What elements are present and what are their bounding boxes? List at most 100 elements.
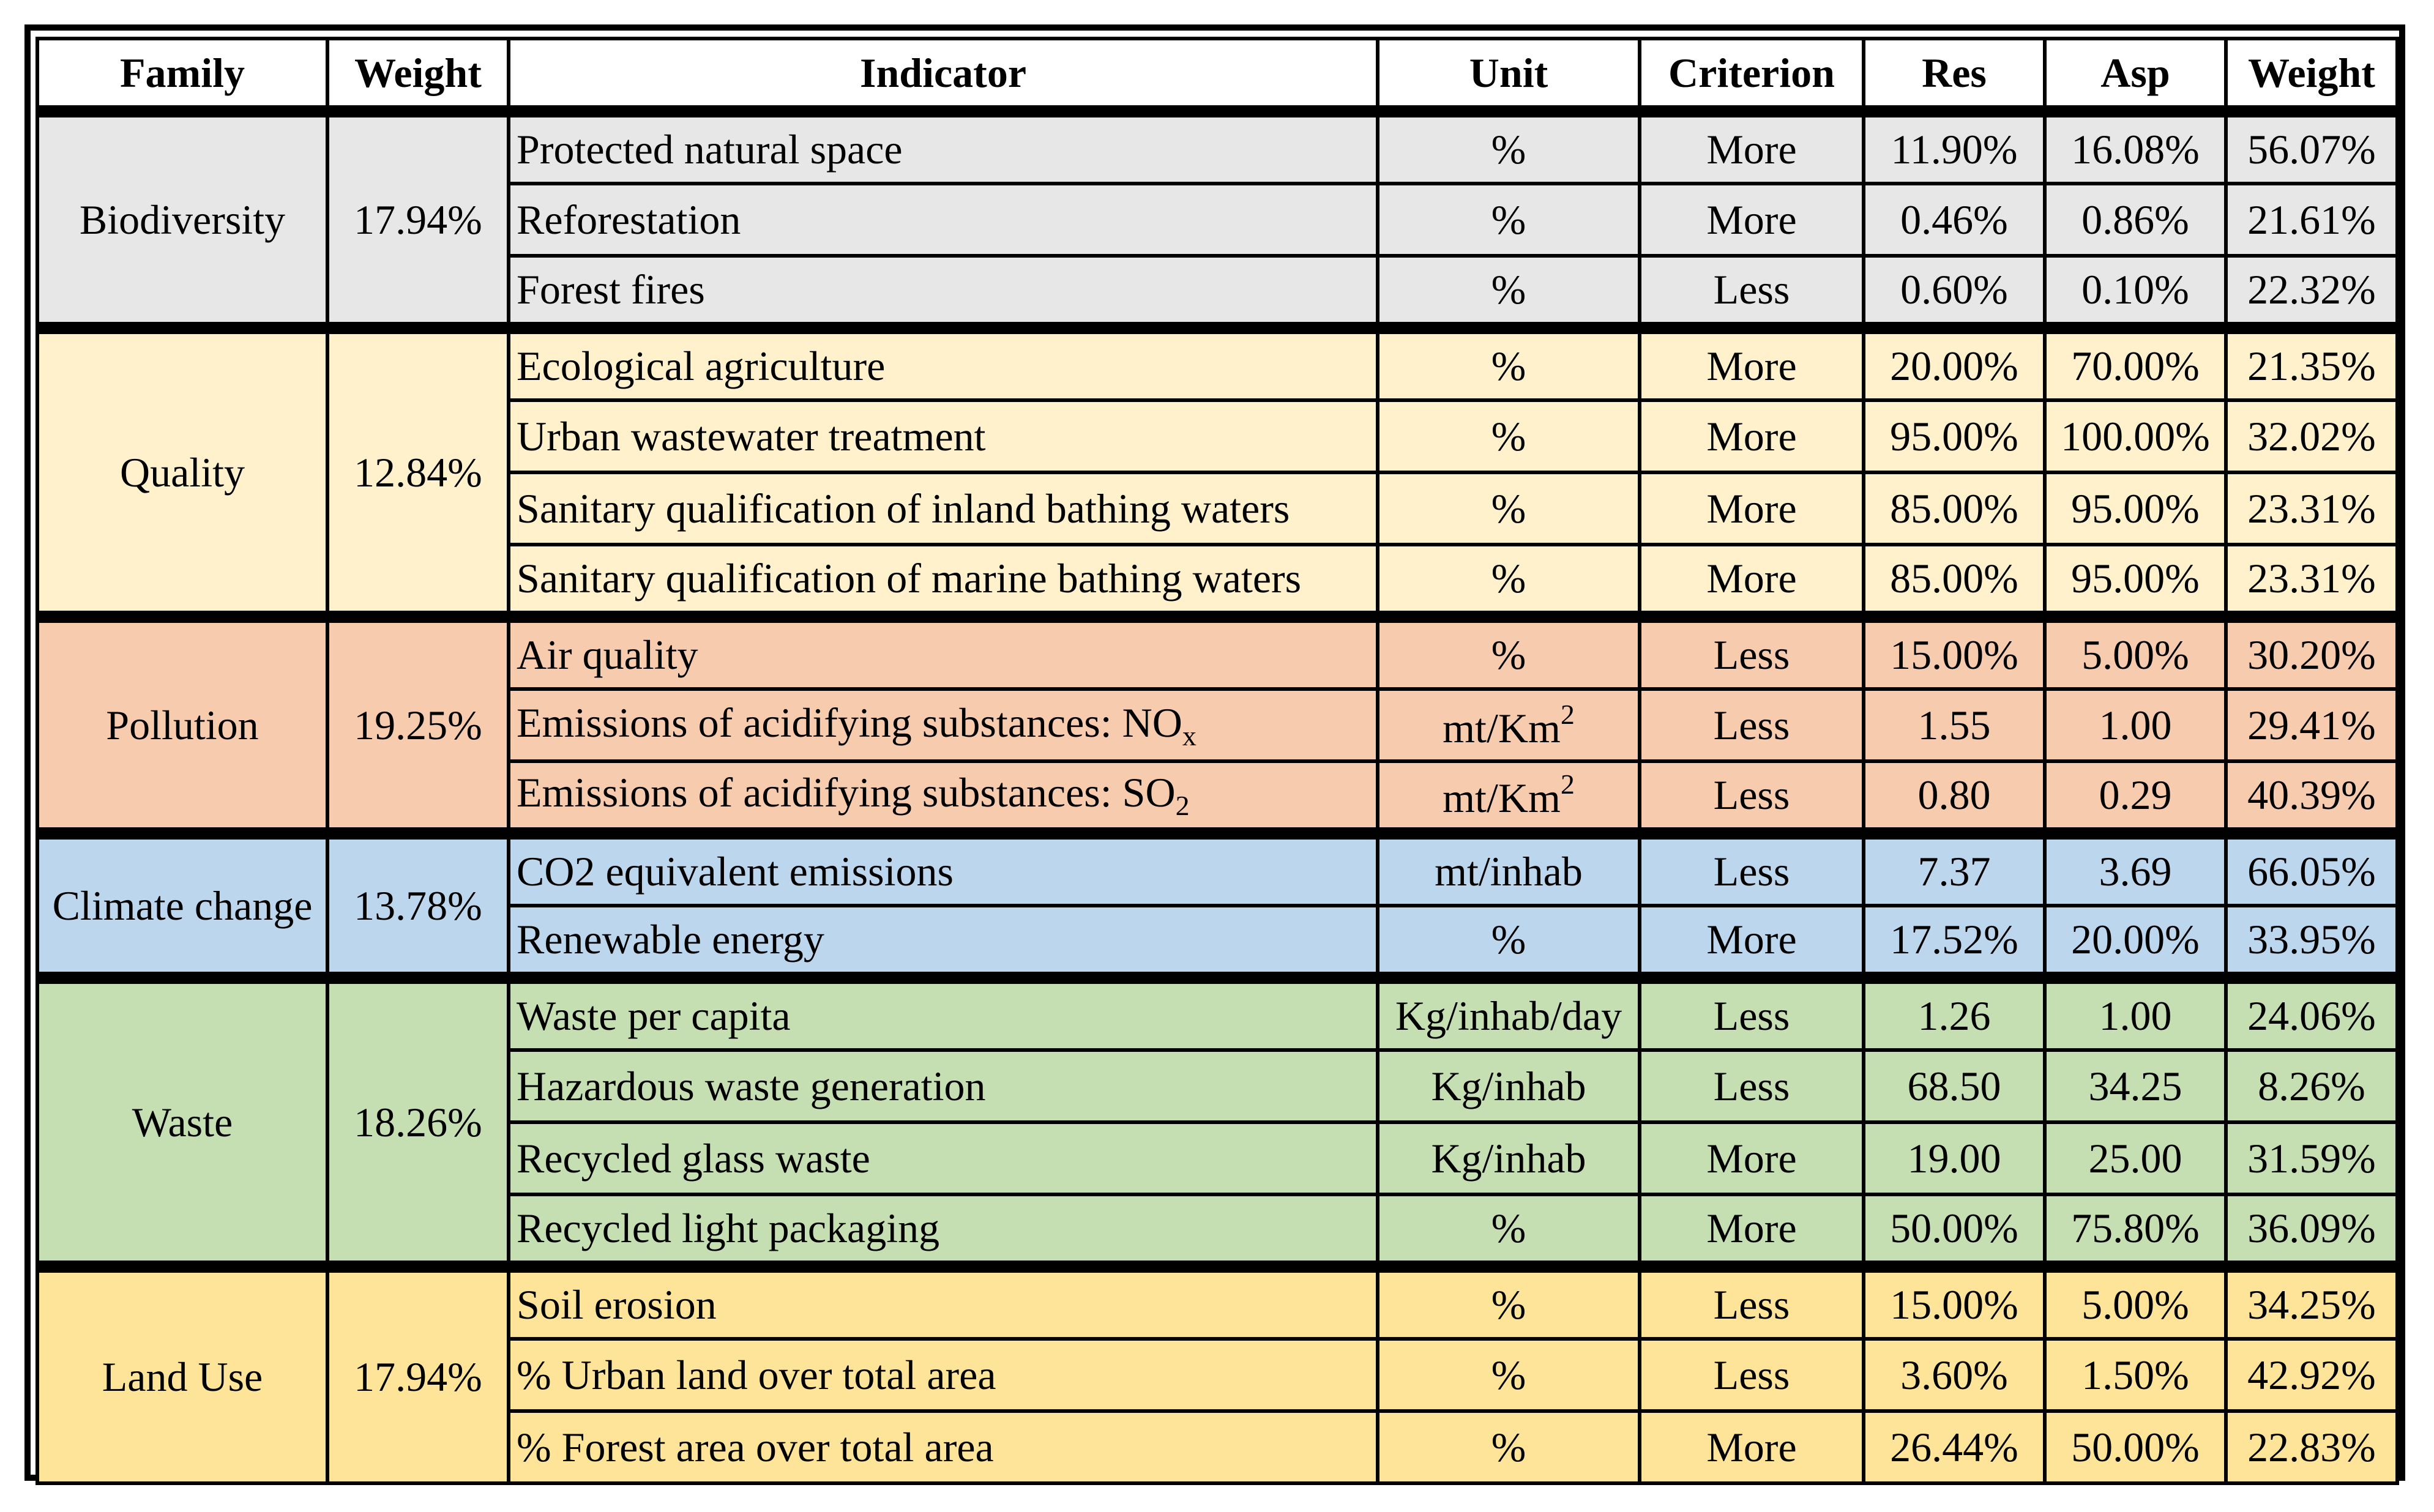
indicator-name: Soil erosion: [507, 1261, 1379, 1341]
family-weight: 12.84%: [326, 322, 510, 619]
superscript-text: 2: [1560, 698, 1575, 730]
unit-cell: %: [1376, 398, 1641, 474]
res-cell: 1.55: [1862, 687, 2047, 763]
criterion-cell: Less: [1638, 1337, 1865, 1413]
unit-cell: mt/Km2: [1376, 759, 1641, 835]
header-indicator-weight: Weight: [2224, 37, 2399, 113]
subscript-text: 2: [1175, 790, 1190, 821]
unit-cell: mt/inhab: [1376, 827, 1641, 907]
criterion-cell: Less: [1638, 687, 1865, 763]
criterion-cell: Less: [1638, 972, 1865, 1052]
unit-cell: %: [1376, 322, 1641, 402]
unit-cell: %: [1376, 182, 1641, 258]
table-row: Sanitary qualification of marine bathing…: [37, 543, 2399, 619]
criterion-cell: Less: [1638, 827, 1865, 907]
unit-cell: %: [1376, 254, 1641, 330]
res-cell: 95.00%: [1862, 398, 2047, 474]
unit-cell: %: [1376, 543, 1641, 619]
unit-text: mt/Km: [1443, 775, 1561, 821]
unit-cell: %: [1376, 904, 1641, 980]
unit-cell: %: [1376, 1409, 1641, 1485]
table-row: Emissions of acidifying substances: SO2 …: [37, 759, 2399, 835]
asp-cell: 1.50%: [2043, 1337, 2228, 1413]
table-row: Forest fires % Less 0.60% 0.10% 22.32%: [37, 254, 2399, 330]
criterion-cell: Less: [1638, 611, 1865, 691]
table-row: Waste 18.26% Waste per capita Kg/inhab/d…: [35, 972, 2399, 1268]
indicator-name: Waste per capita: [507, 972, 1379, 1052]
family-name: Waste: [35, 972, 329, 1268]
table-row: Renewable energy % More 17.52% 20.00% 33…: [37, 904, 2399, 980]
unit-cell: %: [1376, 1337, 1641, 1413]
asp-cell: 95.00%: [2043, 471, 2228, 546]
superscript-text: 2: [1560, 769, 1575, 800]
criterion-cell: Less: [1638, 759, 1865, 835]
family-weight: 19.25%: [326, 611, 510, 835]
res-cell: 15.00%: [1862, 611, 2047, 691]
asp-cell: 5.00%: [2043, 1261, 2228, 1341]
header-unit: Unit: [1376, 37, 1641, 113]
res-cell: 50.00%: [1862, 1193, 2047, 1268]
criterion-cell: Less: [1638, 1261, 1865, 1341]
res-cell: 7.37: [1862, 827, 2047, 907]
weight-cell: 21.61%: [2224, 182, 2399, 258]
asp-cell: 25.00: [2043, 1120, 2228, 1196]
indicator-name: Protected natural space: [507, 105, 1379, 185]
res-cell: 0.60%: [1862, 254, 2047, 330]
table-row: Hazardous waste generation Kg/inhab Less…: [37, 1048, 2399, 1124]
indicator-name: Forest fires: [507, 254, 1379, 330]
res-cell: 20.00%: [1862, 322, 2047, 402]
res-cell: 17.52%: [1862, 904, 2047, 980]
subscript-text: x: [1182, 720, 1196, 751]
weight-cell: 8.26%: [2224, 1048, 2399, 1124]
table-row: Reforestation % More 0.46% 0.86% 21.61%: [37, 182, 2399, 258]
unit-cell: Kg/inhab: [1376, 1048, 1641, 1124]
family-name: Biodiversity: [35, 105, 329, 330]
weight-cell: 23.31%: [2224, 471, 2399, 546]
criterion-cell: More: [1638, 1409, 1865, 1485]
family-weight: 17.94%: [326, 105, 510, 330]
asp-cell: 75.80%: [2043, 1193, 2228, 1268]
unit-cell: %: [1376, 1261, 1641, 1341]
criterion-cell: More: [1638, 543, 1865, 619]
weight-cell: 56.07%: [2224, 105, 2399, 185]
indicator-name: Ecological agriculture: [507, 322, 1379, 402]
family-weight: 17.94%: [326, 1261, 510, 1485]
indicator-name: Air quality: [507, 611, 1379, 691]
weight-cell: 22.83%: [2224, 1409, 2399, 1485]
indicator-name: Recycled glass waste: [507, 1120, 1379, 1196]
header-criterion: Criterion: [1638, 37, 1865, 113]
weight-cell: 23.31%: [2224, 543, 2399, 619]
unit-cell: mt/Km2: [1376, 687, 1641, 763]
asp-cell: 34.25: [2043, 1048, 2228, 1124]
res-cell: 0.80: [1862, 759, 2047, 835]
family-name: Land Use: [35, 1261, 329, 1485]
indicator-name: % Urban land over total area: [507, 1337, 1379, 1413]
indicator-text: Emissions of acidifying substances: NO: [517, 699, 1182, 746]
asp-cell: 70.00%: [2043, 322, 2228, 402]
table-row: % Forest area over total area % More 26.…: [37, 1409, 2399, 1485]
indicator-name: Renewable energy: [507, 904, 1379, 980]
criterion-cell: More: [1638, 1120, 1865, 1196]
asp-cell: 1.00: [2043, 972, 2228, 1052]
unit-cell: %: [1376, 471, 1641, 546]
res-cell: 3.60%: [1862, 1337, 2047, 1413]
table-row: % Urban land over total area % Less 3.60…: [37, 1337, 2399, 1413]
res-cell: 26.44%: [1862, 1409, 2047, 1485]
table-row: Urban wastewater treatment % More 95.00%…: [37, 398, 2399, 474]
asp-cell: 95.00%: [2043, 543, 2228, 619]
weight-cell: 29.41%: [2224, 687, 2399, 763]
res-cell: 1.26: [1862, 972, 2047, 1052]
asp-cell: 3.69: [2043, 827, 2228, 907]
table-row: Climate change 13.78% CO2 equivalent emi…: [35, 827, 2399, 980]
unit-cell: %: [1376, 1193, 1641, 1268]
criterion-cell: More: [1638, 105, 1865, 185]
indicator-name: Sanitary qualification of inland bathing…: [507, 471, 1379, 546]
table-row: Recycled glass waste Kg/inhab More 19.00…: [37, 1120, 2399, 1196]
asp-cell: 50.00%: [2043, 1409, 2228, 1485]
indicator-name: Sanitary qualification of marine bathing…: [507, 543, 1379, 619]
unit-cell: %: [1376, 105, 1641, 185]
indicator-text: Emissions of acidifying substances: SO: [517, 769, 1176, 816]
res-cell: 85.00%: [1862, 471, 2047, 546]
indicator-name: Urban wastewater treatment: [507, 398, 1379, 474]
asp-cell: 5.00%: [2043, 611, 2228, 691]
